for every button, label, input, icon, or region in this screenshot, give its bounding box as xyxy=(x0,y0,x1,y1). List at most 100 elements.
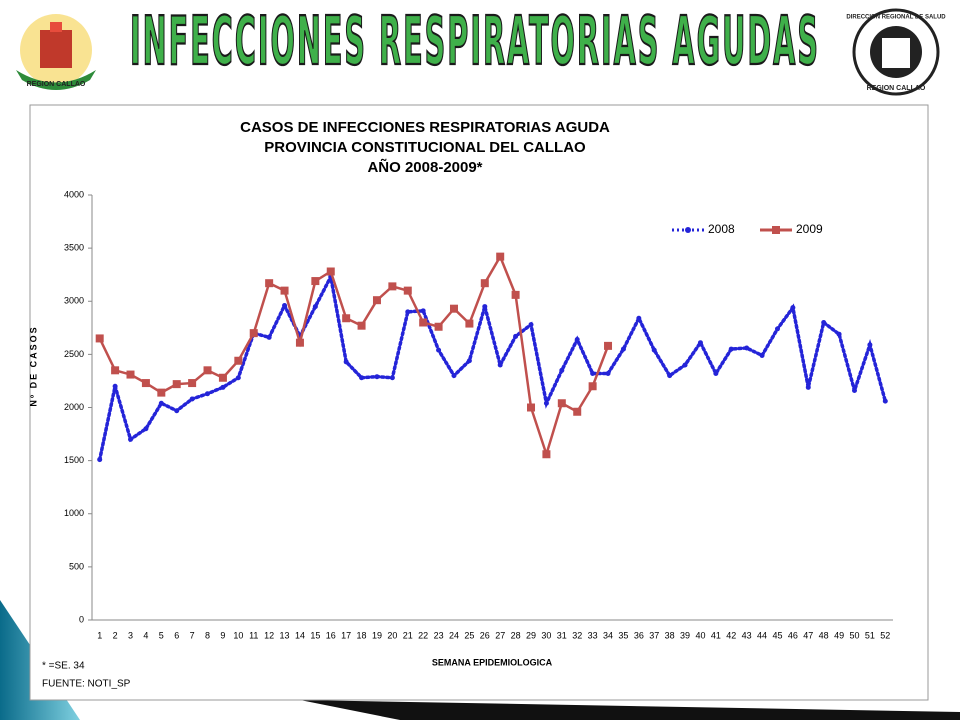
point xyxy=(497,362,503,368)
point xyxy=(157,388,166,397)
point xyxy=(188,379,197,388)
x-tick-label: 31 xyxy=(557,630,567,640)
point xyxy=(449,304,458,313)
decor xyxy=(300,700,960,720)
y-tick-label: 2500 xyxy=(64,349,84,359)
point xyxy=(434,322,443,331)
point xyxy=(343,359,349,365)
point xyxy=(128,436,134,442)
point xyxy=(574,337,580,342)
point xyxy=(357,321,366,330)
x-tick-label: 35 xyxy=(618,630,628,640)
logo-text: DIRECCION REGIONAL DE SALUD xyxy=(846,15,946,21)
x-tick-label: 51 xyxy=(865,630,875,640)
legend-swatch xyxy=(685,227,691,233)
point xyxy=(436,347,442,353)
x-tick-label: 38 xyxy=(665,630,675,640)
slide-title: INFECCIONES RESPIRATORIAS AGUDAS xyxy=(130,2,820,80)
point xyxy=(342,314,351,323)
point xyxy=(249,329,258,338)
point xyxy=(590,371,596,376)
x-tick-label: 3 xyxy=(128,630,133,640)
point xyxy=(557,399,566,408)
x-tick-label: 15 xyxy=(310,630,320,640)
point xyxy=(805,384,811,390)
point xyxy=(372,296,381,305)
point xyxy=(158,400,164,406)
left-logo: REGION CALLAO xyxy=(16,14,96,90)
x-tick-label: 2 xyxy=(113,630,118,640)
y-tick-label: 2000 xyxy=(64,402,84,412)
point xyxy=(528,322,534,328)
logo-text: REGION CALLAO xyxy=(867,85,926,92)
point xyxy=(511,290,520,299)
point xyxy=(374,374,380,380)
point xyxy=(359,375,365,381)
note: FUENTE: NOTI_SP xyxy=(42,679,131,690)
point xyxy=(419,318,428,327)
point xyxy=(265,279,274,288)
x-tick-label: 52 xyxy=(880,630,890,640)
legend-label: 2008 xyxy=(708,222,735,236)
point xyxy=(527,403,536,412)
legend-label: 2009 xyxy=(796,222,823,236)
point xyxy=(790,305,796,311)
point xyxy=(882,398,888,404)
point xyxy=(97,457,103,463)
point xyxy=(172,380,181,389)
chart-title: AÑO 2008-2009* xyxy=(367,158,482,176)
x-tick-label: 34 xyxy=(603,630,613,640)
x-tick-label: 32 xyxy=(572,630,582,640)
x-tick-label: 49 xyxy=(834,630,844,640)
x-tick-label: 28 xyxy=(511,630,521,640)
point xyxy=(95,334,104,343)
x-tick-label: 36 xyxy=(634,630,644,640)
point xyxy=(205,391,211,397)
y-tick-label: 0 xyxy=(79,614,84,624)
point xyxy=(759,352,765,358)
x-tick-label: 17 xyxy=(341,630,351,640)
point xyxy=(651,347,657,353)
point xyxy=(388,282,397,291)
point xyxy=(389,375,395,381)
point xyxy=(620,346,626,352)
point xyxy=(744,345,750,351)
point xyxy=(821,320,827,325)
point xyxy=(235,375,241,381)
point xyxy=(559,367,565,373)
point xyxy=(405,309,411,315)
point xyxy=(697,340,703,346)
point xyxy=(542,450,551,459)
chart-title: PROVINCIA CONSTITUCIONAL DEL CALLAO xyxy=(264,139,586,156)
x-tick-label: 44 xyxy=(757,630,767,640)
x-tick-label: 24 xyxy=(449,630,459,640)
x-tick-label: 50 xyxy=(849,630,859,640)
x-tick-label: 45 xyxy=(772,630,782,640)
x-tick-label: 18 xyxy=(357,630,367,640)
point xyxy=(174,408,180,414)
point xyxy=(218,373,227,382)
point xyxy=(513,333,519,339)
point xyxy=(604,341,613,350)
x-tick-label: 11 xyxy=(249,630,258,640)
x-tick-label: 6 xyxy=(174,630,179,640)
point xyxy=(234,356,243,365)
point xyxy=(112,383,118,389)
point xyxy=(543,400,549,406)
y-tick-label: 3500 xyxy=(64,243,84,253)
x-tick-label: 42 xyxy=(726,630,736,640)
x-tick-label: 9 xyxy=(220,630,225,640)
point xyxy=(220,384,226,390)
point xyxy=(836,331,842,337)
point xyxy=(143,426,149,432)
point xyxy=(728,346,734,352)
point xyxy=(588,382,597,391)
x-tick-label: 29 xyxy=(526,630,536,640)
y-axis-label: Nº DE CASOS xyxy=(28,325,38,406)
point xyxy=(774,326,780,332)
x-tick-label: 41 xyxy=(711,630,721,640)
point xyxy=(312,304,318,310)
point xyxy=(480,279,489,288)
point xyxy=(280,286,289,295)
series-line xyxy=(97,271,888,462)
